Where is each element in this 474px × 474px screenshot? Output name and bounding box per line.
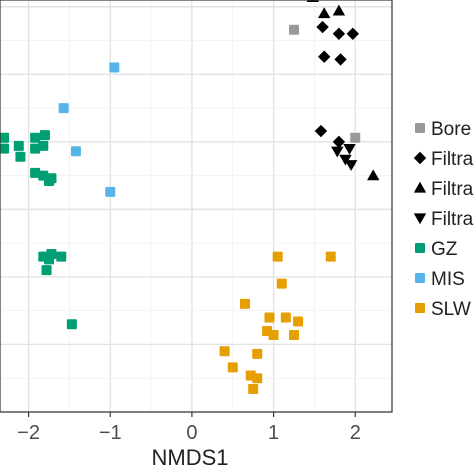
data-point-series-5: [109, 62, 120, 73]
x-tick-label: 2: [350, 422, 361, 444]
data-point-series-6: [272, 251, 283, 262]
data-point-series-1: [346, 27, 359, 40]
data-point-series-6: [268, 330, 279, 341]
data-point-series-1: [334, 53, 347, 66]
data-point-series-3: [331, 146, 344, 158]
x-tick-label: 0: [186, 422, 197, 444]
data-point-series-4: [39, 130, 50, 141]
data-points: [0, 0, 380, 395]
data-point-series-4: [0, 143, 10, 154]
data-point-series-2: [332, 4, 346, 16]
data-point-series-4: [0, 132, 10, 143]
data-point-series-5: [105, 186, 116, 197]
grid-lines: [0, 0, 392, 413]
legend-key-series-6: [415, 303, 425, 313]
x-tick-label: −2: [17, 422, 40, 444]
data-point-series-4: [15, 151, 26, 162]
data-point-series-6: [252, 373, 263, 384]
legend-label: Bore: [431, 119, 471, 140]
legend-key-series-3: [413, 213, 427, 225]
x-axis-title: NMDS1: [151, 445, 228, 470]
data-point-series-2: [318, 7, 331, 19]
data-point-series-6: [248, 384, 259, 395]
legend-key-series-2: [413, 181, 427, 193]
plot-border: [0, 0, 393, 413]
data-point-series-0: [350, 132, 361, 143]
data-point-series-6: [227, 362, 238, 373]
legend-label: GZ: [431, 239, 458, 260]
plot-panel: [0, 0, 392, 412]
legend-key-series-5: [415, 273, 425, 283]
legend-label: Filtra: [431, 209, 474, 230]
data-point-series-4: [30, 132, 41, 143]
data-point-series-2: [367, 169, 380, 181]
data-point-series-4: [46, 248, 57, 259]
legend-label: SLW: [431, 299, 471, 320]
legend-label: MIS: [431, 269, 465, 290]
data-point-series-4: [41, 265, 52, 276]
data-point-series-4: [30, 167, 41, 178]
data-point-series-1: [332, 27, 346, 40]
data-point-series-4: [46, 173, 57, 184]
data-point-series-6: [289, 330, 299, 341]
data-point-series-4: [66, 319, 77, 330]
legend-label: Filtra: [431, 179, 474, 200]
data-point-series-6: [252, 348, 263, 359]
x-tick-label: −1: [99, 422, 122, 444]
legend-key-series-0: [415, 123, 425, 133]
data-point-series-6: [293, 316, 304, 327]
data-point-series-6: [280, 312, 291, 323]
x-tick-label: 1: [268, 422, 279, 444]
data-point-series-6: [325, 251, 336, 262]
data-point-series-0: [289, 24, 299, 35]
data-point-series-4: [30, 143, 41, 154]
legend: Bore Filtra Filtra Filtra GZ MIS SLW: [413, 119, 474, 320]
data-point-series-1: [332, 135, 346, 149]
data-point-series-1: [318, 50, 331, 63]
data-point-series-4: [38, 140, 49, 151]
data-point-series-1: [314, 124, 328, 138]
data-point-series-4: [56, 251, 67, 262]
legend-key-series-4: [415, 243, 425, 253]
data-point-series-6: [276, 278, 287, 289]
data-point-series-1: [316, 20, 329, 34]
data-point-series-6: [264, 312, 275, 323]
data-point-series-5: [70, 146, 81, 157]
data-point-series-5: [58, 103, 69, 114]
data-point-series-3: [344, 160, 358, 171]
data-point-series-3: [343, 143, 356, 155]
legend-label: Filtra: [431, 149, 474, 170]
legend-key-series-1: [413, 151, 427, 165]
data-point-series-6: [240, 298, 250, 309]
data-point-series-4: [13, 140, 24, 151]
data-point-series-6: [219, 346, 230, 357]
x-axis-ticks: −2 −1 0 1 2: [17, 412, 361, 444]
